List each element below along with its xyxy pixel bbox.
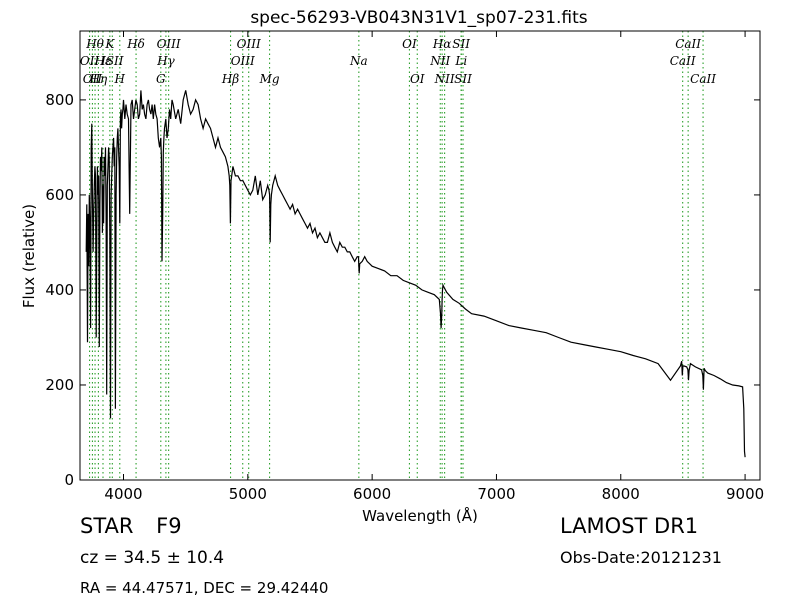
survey-name: LAMOST DR1 xyxy=(560,514,699,538)
spectral-line-label: Hε xyxy=(94,54,112,68)
plot-frame xyxy=(79,30,761,481)
spectral-line-label: Hα xyxy=(432,37,452,51)
y-tick-label: 200 xyxy=(45,376,74,394)
spectral-line-label: Hβ xyxy=(221,72,239,86)
object-class-label: STAR xyxy=(80,514,134,538)
y-tick-label: 800 xyxy=(45,91,74,109)
x-tick-label: 9000 xyxy=(726,485,764,503)
spectral-line-label: OII xyxy=(80,54,100,68)
spectral-line-label: OIII xyxy=(157,37,181,51)
coordinates: RA = 44.47571, DEC = 29.42440 xyxy=(80,579,329,597)
spectral-line-label: Hδ xyxy=(126,37,145,51)
redshift-value: cz = 34.5 ± 10.4 xyxy=(80,548,225,568)
spectral-line-label: NII xyxy=(434,72,455,86)
x-tick-label: 6000 xyxy=(353,485,391,503)
spectral-line-label: Hθ xyxy=(85,37,104,51)
spectral-line-label: OI xyxy=(410,72,425,86)
x-axis-label: Wavelength (Å) xyxy=(362,506,478,525)
spectral-line-label: Hη xyxy=(89,72,108,86)
spectral-line-label: SII xyxy=(452,37,470,51)
spectral-line-label: K xyxy=(104,37,115,51)
spectral-line-label: OII xyxy=(83,72,103,86)
spectral-line-label: Li xyxy=(454,54,467,68)
x-tick-label: 4000 xyxy=(104,485,142,503)
spectrum-line xyxy=(85,90,746,458)
spectral-line-label: OIII xyxy=(237,37,261,51)
spectral-line-labels: OII OII Hθ Hη Hε K ISII H Hδ G Hγ OIII Hβ OIII OIII Mg N… xyxy=(80,37,716,86)
spectral-line-label: ISII xyxy=(100,54,124,68)
spectral-line-label: CaII xyxy=(690,72,716,86)
x-tick-label: 8000 xyxy=(602,485,640,503)
object-subclass: F9 xyxy=(156,514,182,538)
spectral-line-label: H xyxy=(114,72,126,86)
spectral-line-label: SII xyxy=(454,72,472,86)
spectral-line-label: G xyxy=(156,72,166,86)
y-tick-label: 600 xyxy=(45,186,74,204)
object-class: STAR F9 xyxy=(80,514,182,538)
y-tick-label: 400 xyxy=(45,281,74,299)
spectral-line-label: Hγ xyxy=(156,54,175,68)
spectral-line-label: Na xyxy=(349,54,368,68)
spectral-line-label: CaII xyxy=(675,37,701,51)
x-tick-label: 5000 xyxy=(229,485,267,503)
spectral-line-label: Mg xyxy=(259,72,280,86)
spectral-line-label: NII xyxy=(429,54,450,68)
spectral-line-label: CaII xyxy=(670,54,696,68)
y-tick-label: 0 xyxy=(64,471,74,489)
axis-ticks: 4000 5000 6000 7000 8000 9000 0 200 400 600 800 xyxy=(45,31,764,503)
spectral-line-markers xyxy=(89,31,704,480)
x-tick-label: 7000 xyxy=(477,485,515,503)
y-axis-label: Flux (relative) xyxy=(20,204,38,308)
spectral-line-label: OI xyxy=(402,37,417,51)
spectral-line-label: OIII xyxy=(231,54,255,68)
observation-date: Obs-Date:20121231 xyxy=(560,548,722,567)
chart-title: spec-56293-VB043N31V1_sp07-231.fits xyxy=(250,8,587,28)
